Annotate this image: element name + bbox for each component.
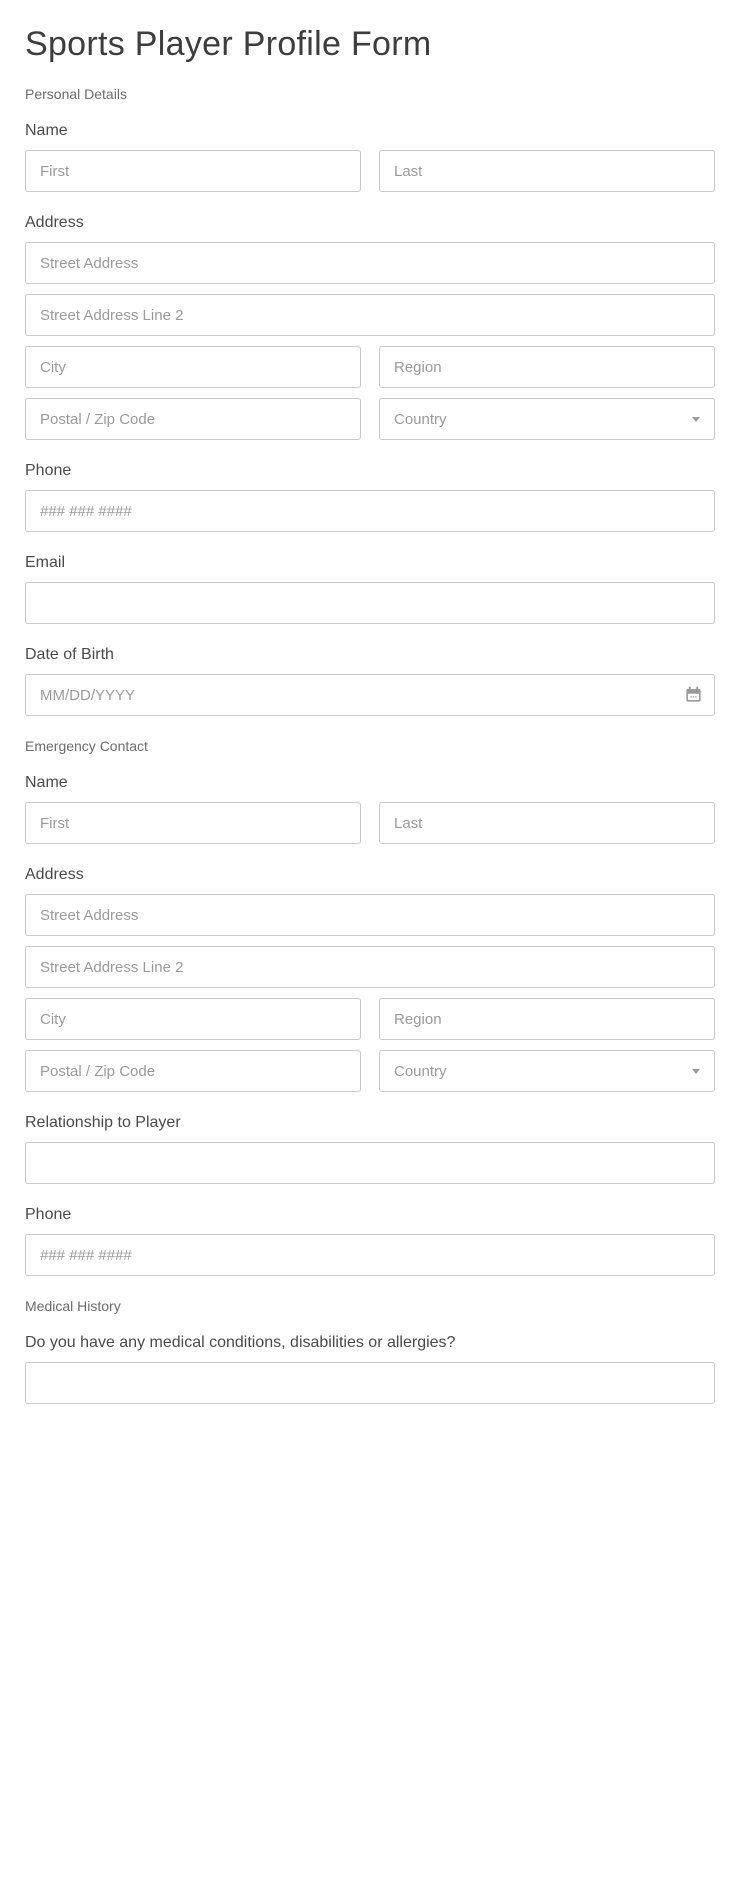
- email-input[interactable]: [25, 582, 715, 624]
- relationship-label: Relationship to Player: [25, 1114, 715, 1132]
- emergency-phone-label: Phone: [25, 1206, 715, 1224]
- name-label: Name: [25, 122, 715, 140]
- emergency-country-select[interactable]: Country: [379, 1050, 715, 1092]
- emergency-country-placeholder: Country: [394, 1063, 447, 1080]
- emergency-name-label: Name: [25, 774, 715, 792]
- phone-label: Phone: [25, 462, 715, 480]
- city-input[interactable]: [25, 346, 361, 388]
- chevron-down-icon: [692, 417, 700, 422]
- emergency-street2-input[interactable]: [25, 946, 715, 988]
- page-title: Sports Player Profile Form: [25, 25, 715, 64]
- emergency-last-name-input[interactable]: [379, 802, 715, 844]
- chevron-down-icon: [692, 1069, 700, 1074]
- region-input[interactable]: [379, 346, 715, 388]
- emergency-region-input[interactable]: [379, 998, 715, 1040]
- first-name-input[interactable]: [25, 150, 361, 192]
- last-name-input[interactable]: [379, 150, 715, 192]
- street2-input[interactable]: [25, 294, 715, 336]
- emergency-phone-input[interactable]: [25, 1234, 715, 1276]
- medical-conditions-input[interactable]: [25, 1362, 715, 1404]
- dob-label: Date of Birth: [25, 646, 715, 664]
- emergency-address-label: Address: [25, 866, 715, 884]
- relationship-input[interactable]: [25, 1142, 715, 1184]
- calendar-icon[interactable]: [684, 685, 703, 704]
- emergency-postal-input[interactable]: [25, 1050, 361, 1092]
- section-emergency-contact: Emergency Contact: [25, 738, 715, 754]
- section-medical-history: Medical History: [25, 1298, 715, 1314]
- medical-question-label: Do you have any medical conditions, disa…: [25, 1334, 715, 1352]
- emergency-first-name-input[interactable]: [25, 802, 361, 844]
- section-personal-details: Personal Details: [25, 86, 715, 102]
- postal-input[interactable]: [25, 398, 361, 440]
- email-label: Email: [25, 554, 715, 572]
- emergency-street-input[interactable]: [25, 894, 715, 936]
- country-placeholder: Country: [394, 411, 447, 428]
- dob-input[interactable]: [25, 674, 715, 716]
- emergency-city-input[interactable]: [25, 998, 361, 1040]
- address-label: Address: [25, 214, 715, 232]
- street-input[interactable]: [25, 242, 715, 284]
- country-select[interactable]: Country: [379, 398, 715, 440]
- phone-input[interactable]: [25, 490, 715, 532]
